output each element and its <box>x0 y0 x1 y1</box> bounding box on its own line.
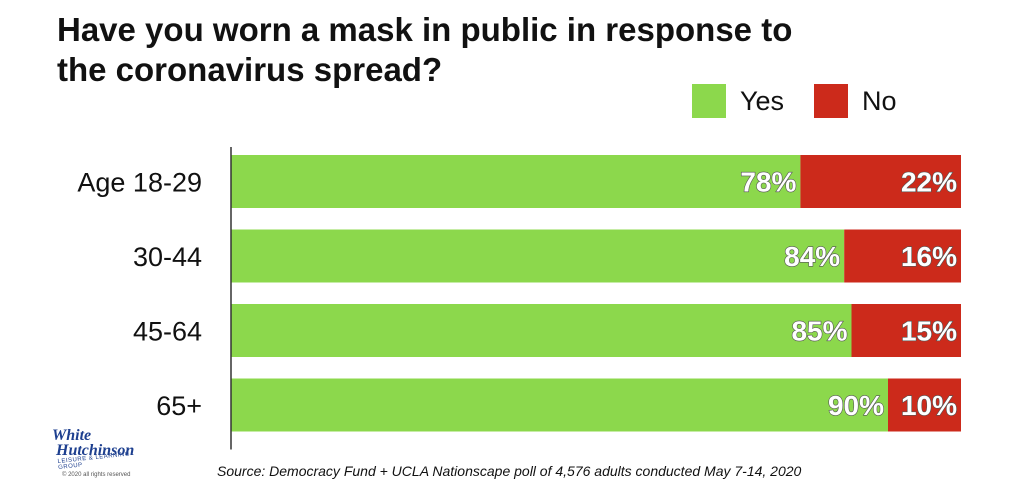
source-note: Source: Democracy Fund + UCLA Nationscap… <box>217 463 802 479</box>
bar-no-65 <box>888 378 961 432</box>
legend-swatch-yes <box>692 84 726 118</box>
category-label-age-18-29: Age 18-29 <box>77 168 202 198</box>
value-label-yes-age-18-29: 78% <box>740 167 796 198</box>
value-label-no-65: 10% <box>901 390 957 421</box>
bar-no-45-64 <box>851 304 961 357</box>
legend-item-no: No <box>814 84 897 118</box>
bar-yes-65 <box>231 378 888 432</box>
legend-swatch-no <box>814 84 849 118</box>
chart-title: Have you worn a mask in public in respon… <box>57 11 793 88</box>
value-label-no-30-44: 16% <box>901 241 957 272</box>
category-label-30-44: 30-44 <box>133 242 202 272</box>
logo-text-line2: Hutchinson <box>56 442 135 459</box>
value-label-yes-30-44: 84% <box>784 241 840 272</box>
bar-yes-45-64 <box>231 304 852 357</box>
white-hutchinson-logo: White Hutchinson LEISURE & LEARNING GROU… <box>52 428 142 484</box>
value-label-yes-45-64: 85% <box>791 316 847 347</box>
bar-yes-age-18-29 <box>231 155 801 208</box>
value-label-yes-65: 90% <box>828 390 884 421</box>
legend-label-no: No <box>862 85 897 116</box>
value-label-no-age-18-29: 22% <box>901 167 957 198</box>
category-label-45-64: 45-64 <box>133 317 202 347</box>
value-label-no-45-64: 15% <box>901 316 957 347</box>
logo-copyright: © 2020 all rights reserved <box>62 472 131 478</box>
legend-label-yes: Yes <box>740 85 785 116</box>
bar-no-30-44 <box>844 229 961 283</box>
category-label-65: 65+ <box>156 391 202 421</box>
bar-no-age-18-29 <box>800 155 961 208</box>
legend: Yes No <box>692 84 927 118</box>
bar-yes-30-44 <box>231 229 845 283</box>
legend-item-yes: Yes <box>692 84 784 118</box>
logo-text-line1: White <box>52 427 92 444</box>
